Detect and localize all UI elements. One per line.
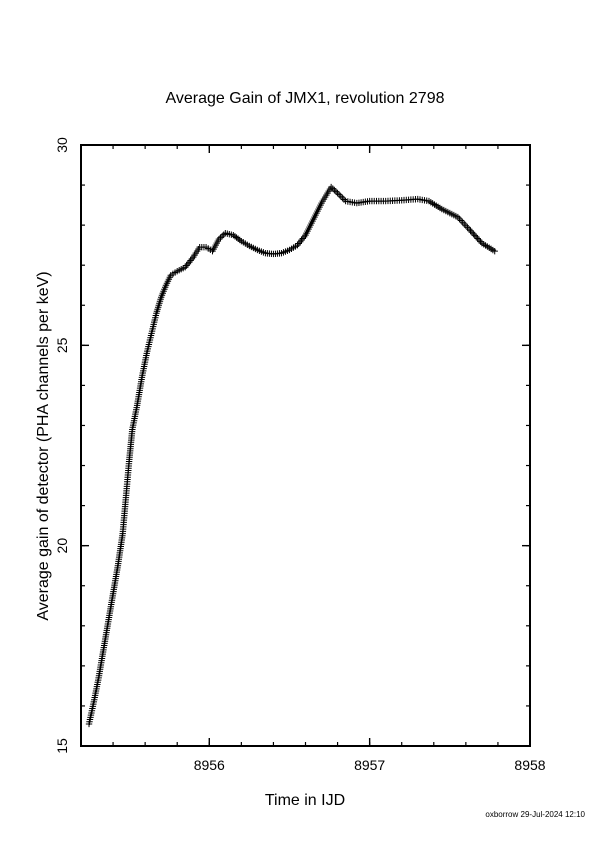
data-point — [334, 189, 341, 197]
data-point — [340, 196, 348, 203]
data-point — [462, 222, 470, 229]
data-point — [218, 232, 226, 240]
chart-title: Average Gain of JMX1, revolution 2798 — [166, 90, 445, 107]
data-point — [236, 236, 243, 244]
data-point — [230, 231, 237, 239]
data-point — [461, 220, 468, 228]
data-point — [474, 235, 481, 242]
data-point — [470, 230, 477, 238]
footer-stamp: oxborrow 29-Jul-2024 12:10 — [485, 810, 585, 819]
x-axis-label: Time in IJD — [265, 792, 345, 809]
data-point — [471, 232, 478, 239]
data-point — [331, 186, 338, 194]
y-tick-label: 30 — [54, 137, 70, 153]
data-point — [231, 233, 239, 240]
data-point — [459, 219, 466, 226]
y-tick-label: 15 — [54, 738, 70, 754]
data-point — [457, 217, 465, 224]
major-ticks — [81, 144, 531, 747]
data-point — [468, 229, 476, 236]
data-point — [335, 191, 343, 198]
x-tick-label: 8957 — [354, 757, 385, 773]
data-point — [337, 193, 344, 200]
x-tick-labels: 8956 8957 8958 — [194, 757, 546, 773]
data-point — [332, 188, 340, 195]
data-point — [329, 185, 336, 192]
data-point — [477, 238, 484, 245]
data-point — [467, 227, 474, 234]
data-point — [465, 225, 473, 233]
data-point — [464, 224, 471, 231]
data-point — [475, 236, 483, 244]
y-axis-label: Average gain of detector (PHA channels p… — [35, 271, 52, 620]
data-point — [327, 183, 335, 191]
x-tick-label: 8956 — [194, 757, 225, 773]
y-tick-label: 25 — [54, 337, 70, 353]
data-point — [339, 194, 346, 202]
data-point — [220, 231, 227, 238]
data-point — [472, 233, 480, 241]
data-point — [217, 234, 224, 241]
data-point — [491, 247, 498, 255]
data-points — [85, 183, 498, 728]
y-tick-label: 20 — [54, 538, 70, 554]
x-tick-label: 8958 — [514, 757, 545, 773]
data-point — [233, 234, 240, 241]
data-point — [215, 235, 223, 243]
data-point — [234, 235, 242, 242]
y-tick-labels: 15 20 25 30 — [54, 137, 70, 754]
